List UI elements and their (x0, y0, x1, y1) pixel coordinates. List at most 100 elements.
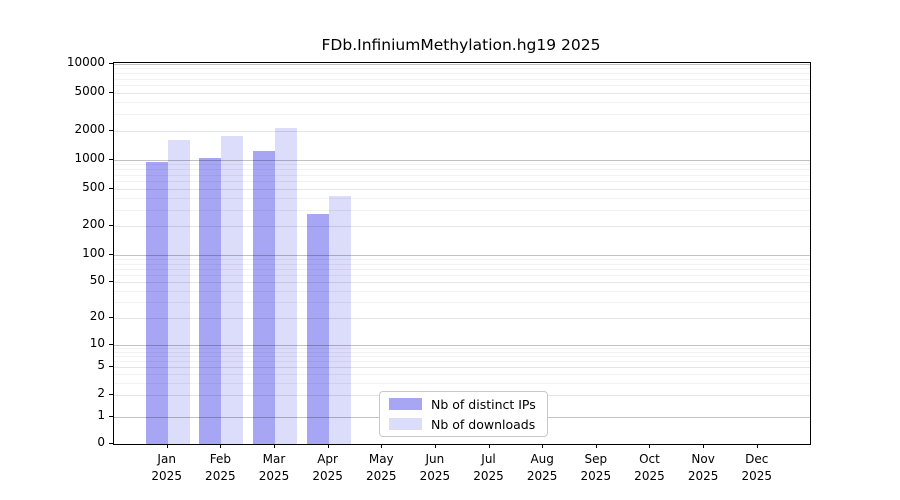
x-axis-tick-mark (220, 444, 222, 448)
x-axis-tick-mark (327, 444, 329, 448)
gridline-minor (114, 268, 810, 270)
x-axis-tick-year: 2025 (205, 469, 236, 483)
y-axis-tick-label: 100 (82, 246, 105, 260)
x-axis-tick-year: 2025 (473, 469, 504, 483)
gridline (114, 188, 810, 190)
bar-downloads-jan (167, 140, 190, 444)
y-axis-tick-label: 1000 (74, 151, 105, 165)
x-axis-tick-label: Feb 2025 (205, 452, 236, 483)
x-axis-tick-year: 2025 (151, 469, 182, 483)
gridline-minor (114, 78, 810, 80)
y-axis-tick-label: 2000 (74, 122, 105, 137)
legend-label-distinct-ips: Nb of distinct IPs (431, 396, 536, 412)
x-axis-tick-year: 2025 (258, 469, 290, 483)
x-axis-tick-label: Sep 2025 (580, 452, 612, 483)
x-axis-tick-label: Jun 2025 (419, 452, 451, 483)
bar-distinct-ips-feb (199, 157, 222, 444)
gridline-minor (114, 348, 810, 350)
gridline-minor (114, 164, 810, 166)
y-axis-tick-mark (109, 281, 113, 283)
legend: Nb of distinct IPs Nb of downloads (379, 391, 548, 437)
y-axis-tick-label: 500 (82, 179, 105, 194)
x-axis-tick-mark (434, 444, 436, 448)
y-axis-tick-mark (109, 443, 113, 444)
gridline-minor (114, 351, 810, 353)
x-axis-tick-label: Oct 2025 (634, 452, 665, 483)
gridline-minor (114, 259, 810, 261)
gridline-minor (114, 174, 810, 176)
x-axis-tick-mark (166, 444, 168, 448)
x-axis-tick-year: 2025 (419, 469, 451, 483)
plot-area: Nb of distinct IPs Nb of downloads (113, 62, 811, 445)
gridline (114, 160, 810, 161)
x-axis-tick-label: Jul 2025 (473, 452, 504, 483)
x-axis-tick-label: May 2025 (365, 452, 397, 483)
x-axis-tick-year: 2025 (312, 469, 343, 483)
x-axis-tick-label: Mar 2025 (258, 452, 290, 483)
bar-downloads-apr (328, 195, 351, 444)
gridline-minor (114, 197, 810, 199)
gridline (114, 345, 810, 346)
x-axis-tick-label: Aug 2025 (526, 452, 558, 483)
bar-distinct-ips-mar (252, 151, 275, 444)
gridline-minor (114, 373, 810, 375)
bar-distinct-ips-jan (145, 162, 168, 444)
gridline-minor (114, 356, 810, 358)
x-axis-tick-year: 2025 (526, 469, 558, 483)
x-axis-tick-label: Jan 2025 (151, 452, 182, 483)
x-axis-tick-mark (756, 444, 758, 448)
gridline-minor (114, 68, 810, 70)
y-axis-tick-label: 2 (97, 386, 105, 401)
x-axis-tick-year: 2025 (687, 469, 719, 483)
y-axis-tick-mark (109, 316, 113, 318)
x-axis-tick-year: 2025 (580, 469, 612, 483)
y-axis-tick-label: 10000 (66, 55, 105, 69)
legend-swatch-downloads (389, 418, 422, 430)
y-axis-tick-label: 200 (82, 217, 105, 232)
x-axis-tick-mark (595, 444, 597, 448)
gridline-minor (114, 209, 810, 211)
y-axis-tick-label: 50 (89, 273, 105, 288)
x-axis-tick-mark (703, 444, 705, 448)
y-axis-tick-label: 20 (89, 308, 105, 323)
legend-row-distinct-ips: Nb of distinct IPs (380, 396, 547, 413)
bars-layer (114, 63, 810, 444)
y-axis-tick-mark (109, 394, 113, 396)
y-axis-tick-mark (109, 344, 113, 345)
y-axis-tick-label: 0 (97, 435, 105, 449)
legend-row-downloads: Nb of downloads (380, 416, 547, 433)
gridline-minor (114, 73, 810, 75)
gridline-minor (114, 360, 810, 362)
gridline-minor (114, 382, 810, 384)
grid-layer (114, 63, 810, 444)
bar-distinct-ips-apr (306, 213, 329, 444)
y-axis-tick-mark (109, 187, 113, 189)
x-axis-tick-mark (488, 444, 490, 448)
y-axis-tick-label: 1 (97, 408, 105, 422)
gridline (114, 366, 810, 368)
gridline (114, 282, 810, 284)
x-axis-tick-year: 2025 (365, 469, 397, 483)
y-axis-tick-mark (109, 225, 113, 227)
gridline-minor (114, 290, 810, 292)
chart-title: FDb.InfiniumMethylation.hg19 2025 (321, 36, 601, 54)
gridline (114, 317, 810, 319)
gridline-minor (114, 263, 810, 265)
gridline (114, 64, 810, 65)
gridline-minor (114, 114, 810, 116)
gridline-minor (114, 302, 810, 304)
y-axis-tick-mark (109, 254, 113, 255)
y-axis-tick-label: 5000 (74, 83, 105, 98)
x-axis-tick-mark (381, 444, 383, 448)
bar-downloads-feb (221, 135, 244, 444)
x-axis-tick-label: Nov 2025 (687, 452, 719, 483)
y-axis-tick-mark (109, 63, 113, 64)
x-axis-tick-mark (542, 444, 544, 448)
x-axis-tick-mark (649, 444, 651, 448)
y-axis-tick-mark (109, 159, 113, 160)
y-axis-tick-label: 10 (89, 336, 105, 350)
x-axis-tick-mark (273, 444, 275, 448)
y-axis-tick-mark (109, 130, 113, 132)
gridline (114, 92, 810, 94)
